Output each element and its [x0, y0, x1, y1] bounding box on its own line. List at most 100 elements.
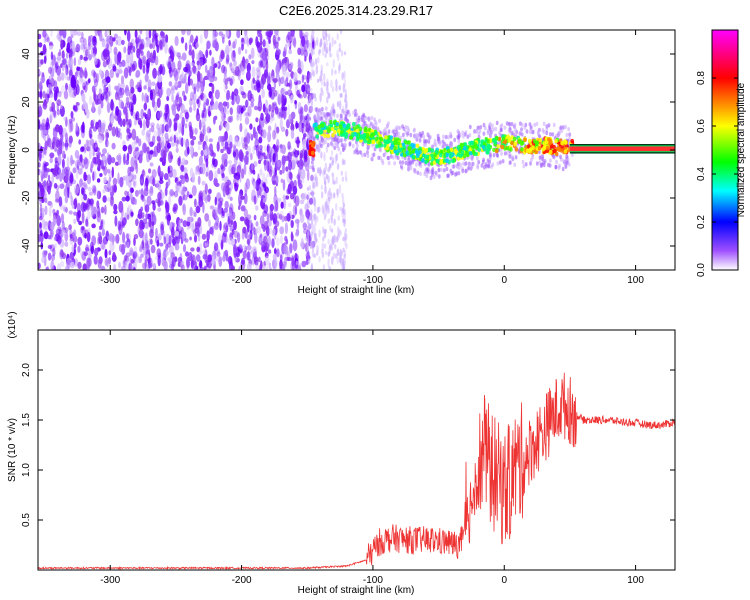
spectrogram-noise-dot [124, 241, 127, 249]
spectrogram-noise-dot [323, 243, 327, 249]
spectrogram-noise-dot [197, 233, 201, 242]
spectrogram-noise-dot [256, 69, 261, 79]
spectrogram-signal-dot [384, 135, 388, 140]
spectrogram-noise-dot [290, 231, 294, 242]
spectrogram-noise-dot [184, 175, 189, 183]
spectrogram-noise-dot [38, 182, 42, 187]
spectrogram-noise-dot [208, 219, 211, 228]
spectrogram-noise-dot [157, 127, 161, 138]
spectrogram-signal-dot [359, 135, 363, 140]
spectrogram-noise-dot [52, 127, 58, 132]
spectrogram-noise-dot [85, 244, 89, 252]
spectrogram-noise-dot [212, 152, 216, 158]
spectrogram-noise-dot [81, 31, 84, 39]
spectrogram-signal-dot [347, 129, 352, 134]
spectrogram-noise-dot [81, 79, 86, 87]
spectrogram-noise-dot [272, 129, 276, 140]
spectrogram-noise-dot [199, 34, 203, 44]
spectrogram-noise-dot [232, 151, 236, 158]
spectrogram-noise-dot [120, 75, 125, 84]
spectrogram-noise-dot [244, 216, 249, 226]
spectrogram-noise-dot [267, 83, 272, 91]
spectrogram-noise-dot [233, 220, 237, 231]
spectrogram-noise-dot [195, 52, 200, 61]
spectrogram-noise-dot [244, 188, 248, 197]
spectrogram-noise-dot [131, 128, 137, 141]
spectrogram-noise-dot [287, 257, 292, 262]
spectrogram-noise-dot [80, 187, 85, 195]
spectrogram-noise-dot [295, 120, 298, 130]
spectrogram-noise-dot [109, 185, 115, 197]
spectrogram-noise-dot [174, 35, 179, 47]
spectrogram-noise-dot [336, 32, 339, 41]
spectrogram-noise-dot [75, 84, 80, 96]
spectrogram-noise-dot [141, 244, 145, 250]
spectrogram-noise-dot [189, 62, 195, 67]
spectrogram-noise-dot [262, 39, 266, 48]
spectrogram-noise-dot [164, 104, 169, 113]
spectrogram-noise-dot [310, 218, 314, 226]
spectrogram-noise-dot [101, 228, 105, 237]
spectrogram-noise-dot [307, 191, 310, 201]
spectrogram-noise-dot [220, 120, 223, 130]
spectrogram-noise-dot [197, 145, 201, 150]
spectrogram-signal-dot [471, 145, 475, 150]
spectrogram-halo-dot [525, 129, 529, 134]
spectrogram-noise-dot [46, 79, 50, 85]
spectrogram-noise-dot [82, 182, 87, 187]
spectrogram-halo-dot [432, 174, 436, 180]
spectrogram-noise-dot [95, 147, 100, 152]
spectrogram-noise-dot [292, 239, 298, 252]
spectrogram-noise-dot [106, 102, 111, 114]
spectrogram-noise-dot [57, 226, 62, 232]
spectrogram-noise-dot [306, 186, 310, 191]
spectrogram-noise-dot [218, 31, 224, 36]
spectrogram-noise-dot [123, 153, 126, 166]
spectrogram-noise-dot [139, 150, 143, 157]
spectrogram-noise-dot [257, 42, 263, 54]
y-tick-label: 20 [21, 96, 32, 108]
spectrogram-halo-dot [348, 141, 352, 146]
spectrogram-noise-dot [198, 195, 204, 208]
spectrogram-halo-dot [363, 120, 367, 126]
spectrogram-noise-dot [118, 63, 122, 70]
spectrogram-noise-dot [133, 159, 138, 170]
y-tick-label: 2.0 [21, 363, 32, 377]
spectrogram-noise-dot [182, 204, 185, 211]
spectrogram-noise-dot [101, 155, 107, 161]
spectrogram-noise-dot [253, 195, 257, 205]
spectrogram-noise-dot [253, 226, 256, 236]
spectrogram-noise-dot [133, 237, 136, 247]
spectrogram-noise-dot [302, 138, 308, 150]
spectrogram-noise-dot [280, 201, 284, 209]
spectrogram-noise-dot [90, 204, 95, 216]
spectrogram-noise-dot [173, 203, 179, 211]
spectrogram-noise-dot [237, 246, 241, 255]
spectrogram-noise-dot [111, 126, 117, 137]
spectrogram-signal-dot [523, 137, 527, 142]
spectrogram-noise-dot [90, 161, 94, 169]
spectrogram-noise-dot [141, 92, 144, 102]
spectrogram-halo-dot [407, 128, 411, 133]
spectrogram-noise-dot [42, 129, 48, 135]
spectrogram-noise-dot [189, 236, 192, 241]
spectrogram-halo-dot [444, 134, 448, 140]
spectrogram-noise-dot [307, 200, 310, 210]
spectrogram-noise-dot [149, 186, 153, 193]
spectrogram-noise-dot [239, 216, 245, 222]
spectrogram-noise-dot [167, 166, 170, 175]
spectrogram-halo-dot [337, 147, 341, 152]
spectrogram-noise-dot [144, 204, 150, 213]
spectrogram-noise-dot [231, 211, 236, 221]
spectrogram-noise-dot [212, 39, 218, 49]
spectrogram-noise-dot [323, 151, 326, 162]
spectrogram-noise-dot [297, 176, 301, 187]
spectrogram-noise-dot [64, 139, 69, 151]
spectrogram-noise-dot [186, 30, 191, 36]
spectrogram-noise-dot [129, 192, 133, 201]
spectrogram-noise-dot [49, 229, 53, 240]
spectrogram-noise-dot [240, 195, 246, 200]
spectrogram-noise-dot [100, 99, 104, 109]
spectrogram-noise-dot [180, 164, 185, 173]
spectrogram-halo-dot [445, 166, 449, 172]
